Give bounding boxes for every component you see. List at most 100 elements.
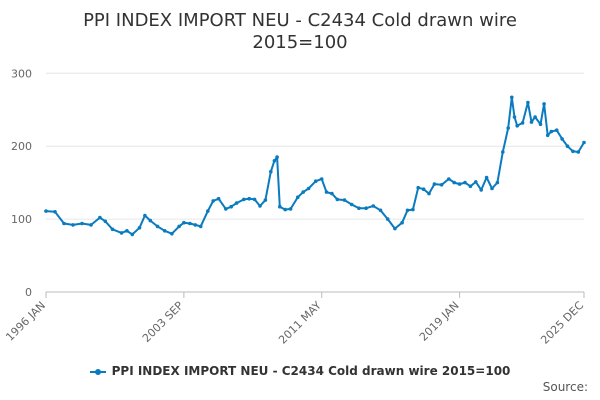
data-point bbox=[432, 182, 437, 186]
data-point bbox=[349, 202, 354, 207]
x-tick-label: 2025 DEC bbox=[538, 299, 586, 347]
data-point bbox=[526, 100, 530, 105]
data-point bbox=[501, 150, 505, 154]
x-tick-label: 2011 MAY bbox=[276, 299, 324, 347]
data-point bbox=[495, 180, 500, 185]
data-point bbox=[378, 208, 383, 213]
data-point bbox=[510, 95, 514, 100]
legend-marker-icon bbox=[89, 368, 106, 375]
data-point bbox=[272, 159, 277, 163]
data-point bbox=[306, 186, 311, 191]
data-point bbox=[385, 217, 390, 221]
data-point bbox=[206, 209, 210, 213]
data-point bbox=[538, 122, 543, 127]
data-point bbox=[182, 220, 186, 225]
legend-label: PPI INDEX IMPORT NEU - C2434 Cold drawn … bbox=[111, 364, 511, 378]
data-point bbox=[283, 207, 288, 212]
data-point bbox=[98, 215, 102, 220]
data-point bbox=[565, 144, 570, 148]
data-point bbox=[474, 180, 478, 184]
data-point bbox=[447, 177, 451, 181]
data-point bbox=[155, 224, 160, 229]
data-point bbox=[371, 204, 376, 208]
chart-title-line-2: 2015=100 bbox=[252, 32, 348, 53]
data-point bbox=[520, 121, 525, 125]
data-point bbox=[211, 199, 215, 203]
data-point bbox=[71, 223, 75, 227]
legend[interactable]: PPI INDEX IMPORT NEU - C2434 Cold drawn … bbox=[0, 364, 600, 378]
data-point bbox=[324, 190, 329, 194]
data-point bbox=[130, 232, 135, 237]
data-point bbox=[506, 126, 511, 130]
x-tick-label: 2003 SEP bbox=[140, 299, 186, 345]
data-point bbox=[110, 227, 115, 232]
y-tick-label: 300 bbox=[11, 67, 32, 80]
data-point bbox=[263, 198, 268, 202]
data-point bbox=[125, 229, 129, 233]
data-point bbox=[188, 221, 192, 226]
data-point bbox=[198, 224, 203, 229]
data-point bbox=[545, 133, 550, 138]
data-point bbox=[554, 128, 559, 132]
data-point bbox=[364, 206, 368, 210]
data-point bbox=[468, 184, 473, 189]
data-point bbox=[137, 226, 142, 230]
data-point bbox=[288, 207, 293, 211]
data-point bbox=[411, 207, 415, 212]
data-point bbox=[170, 231, 174, 236]
data-point bbox=[529, 120, 534, 124]
data-point bbox=[143, 213, 147, 218]
data-point bbox=[542, 102, 546, 106]
data-point bbox=[342, 198, 347, 202]
source-label: Source: bbox=[542, 380, 588, 394]
data-point bbox=[357, 206, 361, 210]
data-point bbox=[224, 207, 228, 211]
x-tick-label: 1996 JAN bbox=[3, 299, 48, 344]
data-point bbox=[148, 218, 153, 223]
data-point bbox=[234, 201, 239, 205]
x-tick-label: 2019 JAN bbox=[417, 299, 462, 344]
data-point bbox=[490, 186, 494, 191]
data-point bbox=[484, 175, 489, 180]
data-point bbox=[319, 177, 324, 181]
y-tick-label: 0 bbox=[25, 286, 32, 299]
data-point bbox=[216, 196, 221, 201]
data-point bbox=[533, 115, 537, 119]
data-point bbox=[53, 210, 57, 214]
data-point bbox=[549, 129, 554, 134]
data-point bbox=[330, 191, 334, 196]
data-point bbox=[247, 196, 251, 201]
data-point bbox=[560, 137, 564, 141]
chart-title: PPI INDEX IMPORT NEU - C2434 Cold drawn … bbox=[0, 10, 600, 54]
data-point bbox=[252, 197, 257, 202]
data-point bbox=[313, 179, 318, 183]
data-point bbox=[269, 169, 273, 174]
data-point bbox=[452, 180, 457, 185]
data-point bbox=[393, 226, 397, 231]
data-point bbox=[571, 149, 575, 154]
y-tick-label: 200 bbox=[11, 140, 32, 153]
y-tick-label: 100 bbox=[11, 213, 32, 226]
data-point bbox=[229, 204, 233, 209]
data-point bbox=[463, 180, 467, 185]
data-point bbox=[427, 191, 431, 196]
data-point bbox=[103, 219, 108, 224]
data-point bbox=[119, 231, 124, 235]
data-point bbox=[576, 150, 581, 154]
data-point bbox=[44, 209, 48, 213]
data-point bbox=[479, 188, 484, 192]
data-point bbox=[301, 190, 306, 194]
data-point bbox=[416, 185, 421, 190]
data-point bbox=[242, 197, 246, 202]
data-point bbox=[275, 155, 279, 159]
data-point bbox=[405, 208, 410, 213]
data-point bbox=[439, 183, 444, 187]
data-point bbox=[80, 221, 84, 226]
data-point bbox=[400, 220, 404, 225]
data-point bbox=[582, 140, 586, 145]
series-line bbox=[45, 96, 585, 236]
data-point bbox=[193, 223, 198, 227]
data-point bbox=[278, 204, 282, 209]
data-point bbox=[62, 221, 66, 226]
